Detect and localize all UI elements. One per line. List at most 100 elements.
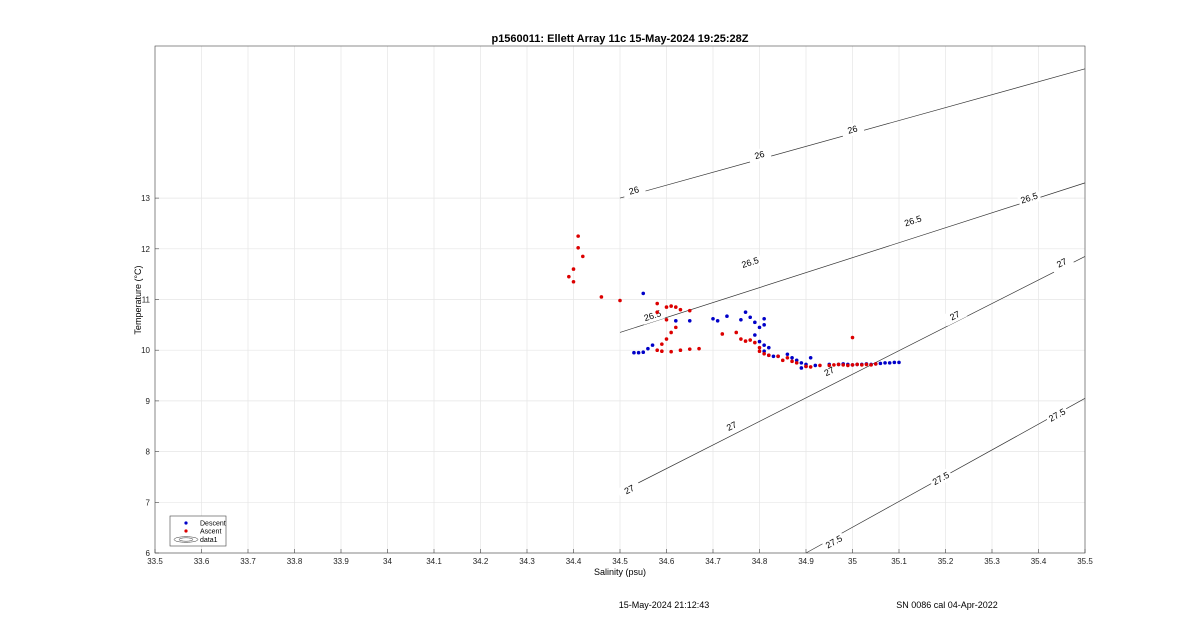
contour-label-group: 26.5 bbox=[737, 253, 763, 272]
descent-point bbox=[632, 350, 636, 355]
legend-contour-icon bbox=[173, 536, 199, 543]
footer-date: 15-May-2024 21:12:43 bbox=[619, 600, 710, 610]
x-tick-label: 33.5 bbox=[147, 557, 163, 566]
ascent-point bbox=[664, 337, 669, 341]
x-tick-label: 34.6 bbox=[659, 557, 675, 566]
ascent-point bbox=[743, 339, 748, 343]
ascent-point bbox=[873, 362, 878, 366]
contour-label: 27 bbox=[725, 420, 738, 433]
y-tick-label: 13 bbox=[141, 194, 150, 203]
descent-point bbox=[711, 316, 715, 321]
descent-point bbox=[762, 323, 766, 327]
x-tick-label: 34.9 bbox=[798, 557, 814, 566]
contour-label-background bbox=[747, 146, 772, 164]
contour-label-group: 26.5 bbox=[900, 211, 926, 230]
contour-label-background bbox=[621, 181, 647, 200]
x-tick-label: 33.6 bbox=[194, 557, 210, 566]
descent-point bbox=[785, 352, 790, 357]
contour-label: 26 bbox=[846, 123, 858, 135]
contour-label-group: 26 bbox=[747, 146, 772, 164]
contour-label-background bbox=[1044, 404, 1070, 426]
footer-calibration: SN 0086 cal 04-Apr-2022 bbox=[896, 600, 998, 610]
descent-point bbox=[687, 318, 692, 323]
contour-label-background bbox=[1049, 252, 1075, 274]
descent-point bbox=[897, 360, 901, 365]
ascent-point bbox=[697, 346, 701, 351]
contour-label-group: 27 bbox=[942, 305, 968, 327]
ascent-point bbox=[660, 342, 664, 346]
ascent-point bbox=[655, 310, 659, 314]
ascent-point bbox=[804, 364, 808, 369]
x-tick-label: 33.9 bbox=[333, 557, 349, 566]
descent-point bbox=[739, 317, 743, 322]
x-tick-label: 35.5 bbox=[1077, 557, 1093, 566]
x-tick-label: 35.2 bbox=[938, 557, 954, 566]
ascent-point bbox=[674, 305, 678, 309]
descent-point bbox=[799, 366, 804, 370]
ascent-point bbox=[678, 307, 683, 312]
descent-point bbox=[641, 291, 646, 296]
legend-ascent-marker bbox=[184, 529, 188, 533]
descent-point bbox=[757, 325, 762, 330]
x-tick-label: 34.7 bbox=[705, 557, 721, 566]
contour-label-background bbox=[840, 120, 865, 139]
x-tick-label: 34.1 bbox=[426, 557, 442, 566]
descent-point bbox=[757, 339, 762, 344]
chart-title: p1560011: Ellett Array 11c 15-May-2024 1… bbox=[491, 33, 748, 45]
contour-label: 26 bbox=[753, 149, 765, 161]
x-tick-label: 34.2 bbox=[473, 557, 489, 566]
x-tick-label: 34 bbox=[383, 557, 392, 566]
ascent-point bbox=[674, 325, 678, 330]
contour-label-group: 26.5 bbox=[1016, 189, 1042, 208]
contour-label-background bbox=[616, 479, 642, 500]
ascent-point bbox=[669, 304, 673, 308]
ascent-point bbox=[664, 305, 669, 309]
x-tick-label: 33.8 bbox=[287, 557, 303, 566]
isopycnal-contours: 26262626.526.526.526.5272727272727.527.5… bbox=[616, 68, 1086, 554]
contour-label-group: 26 bbox=[840, 120, 865, 139]
descent-point bbox=[762, 349, 766, 354]
legend-ascent-label: Ascent bbox=[200, 529, 221, 536]
density-contour-line bbox=[619, 182, 1086, 333]
ascent-point bbox=[808, 365, 813, 369]
legend-descent-marker bbox=[184, 521, 188, 525]
descent-point bbox=[753, 320, 757, 325]
ascent-point bbox=[818, 363, 822, 368]
contour-label-background bbox=[900, 211, 926, 230]
ascent-point bbox=[655, 348, 659, 353]
y-tick-label: 6 bbox=[146, 549, 151, 558]
ascent-point bbox=[841, 363, 845, 367]
ascent-point bbox=[767, 353, 771, 358]
ascent-point bbox=[678, 348, 683, 353]
ascent-point bbox=[664, 317, 669, 322]
y-tick-label: 7 bbox=[146, 498, 151, 507]
axis-ticks: 33.5 33.6 33.7 33.8 33.9 34 34.1 34.2 34.3 34.4 34… bbox=[141, 194, 1093, 566]
density-contour-line bbox=[619, 256, 1086, 493]
ascent-point bbox=[660, 349, 664, 354]
descent-point bbox=[799, 361, 804, 365]
ascent-point bbox=[669, 349, 673, 354]
legend-data1-label: data1 bbox=[200, 537, 218, 544]
contour-label-group: 27 bbox=[719, 415, 745, 437]
descent-point bbox=[762, 343, 766, 347]
ascent-point bbox=[618, 298, 622, 303]
ascent-point bbox=[794, 361, 799, 365]
y-tick-label: 12 bbox=[141, 245, 150, 254]
y-tick-label: 9 bbox=[146, 397, 151, 406]
ascent-point bbox=[753, 340, 757, 345]
contour-label: 27 bbox=[623, 483, 636, 496]
contour-label-background bbox=[821, 531, 847, 553]
y-axis-label: Temperature (°C) bbox=[133, 265, 143, 334]
descent-point bbox=[771, 354, 776, 359]
ascent-point bbox=[687, 308, 692, 313]
descent-point bbox=[753, 333, 757, 337]
ascent-point bbox=[655, 301, 659, 306]
ascent-point bbox=[669, 330, 673, 335]
x-tick-label: 35 bbox=[848, 557, 857, 566]
descent-point bbox=[813, 363, 818, 368]
descent-point bbox=[646, 346, 650, 351]
descent-point bbox=[674, 318, 678, 323]
contour-label-background bbox=[928, 467, 954, 490]
contour-label-background bbox=[640, 306, 665, 325]
ascent-point bbox=[571, 279, 576, 284]
